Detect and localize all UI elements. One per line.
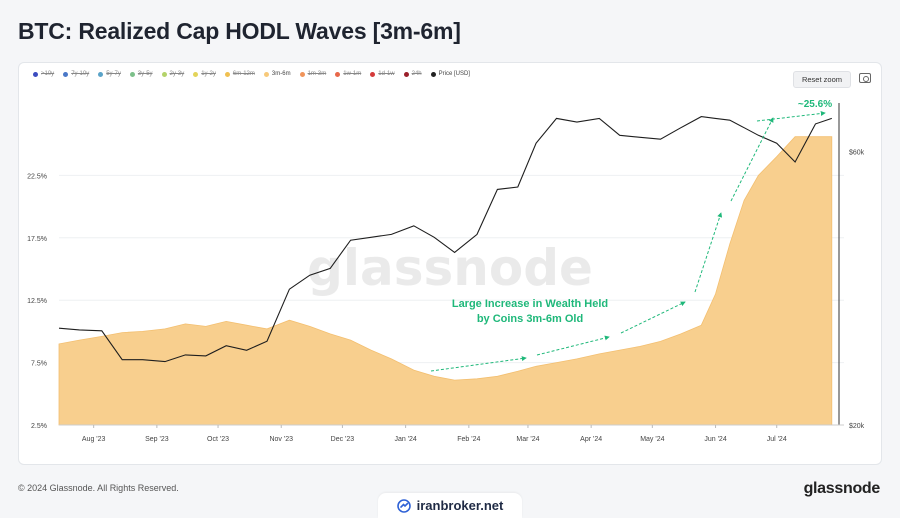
- legend-item-0[interactable]: >10y: [33, 71, 54, 77]
- legend-item-4[interactable]: 2y-3y: [161, 71, 185, 77]
- legend-label: 2y-3y: [169, 71, 185, 77]
- annotation-arrow: [756, 111, 826, 122]
- legend-label: 5y-7y: [106, 71, 121, 77]
- series-line-price: [58, 116, 832, 363]
- legend-item-5[interactable]: 1y-2y: [193, 71, 216, 77]
- broker-name: iranbroker.net: [416, 498, 504, 513]
- annotation-text-line: Large Increase in Wealth Held: [452, 298, 608, 310]
- annotation-arrow: [730, 117, 774, 202]
- legend-label: 1y-2y: [201, 71, 216, 77]
- broker-badge[interactable]: iranbroker.net: [378, 493, 522, 518]
- broker-logo-icon: [396, 498, 411, 513]
- legend-dot: [98, 71, 104, 77]
- legend-item-9[interactable]: 1w-1m: [335, 71, 361, 77]
- x-tick-label: Jun '24: [704, 436, 726, 443]
- legend-item-6[interactable]: 6m-12m: [224, 71, 255, 77]
- x-tick-label: Apr '24: [580, 436, 602, 443]
- chart-panel: >10y 7y-10y 5y-7y 3y-5y 2y-3y 1y-2y 6m-12m 3m-6…: [18, 62, 882, 465]
- footer-brand-logo: glassnode: [803, 480, 881, 497]
- x-tick-label: Jan '24: [394, 436, 416, 443]
- legend-item-3[interactable]: 3y-5y: [129, 71, 153, 77]
- legend-dot: [129, 71, 135, 77]
- legend-item-8[interactable]: 1m-3m: [299, 71, 327, 77]
- x-tick-label: Aug '23: [82, 436, 106, 443]
- legend-dot: [161, 71, 167, 77]
- x-tick-label: Mar '24: [516, 436, 539, 443]
- legend-dot: [370, 71, 376, 77]
- x-tick-label: Feb '24: [457, 436, 480, 443]
- annotation-text-line: by Coins 3m-6m Old: [477, 313, 583, 325]
- legend-dot: [193, 71, 199, 77]
- annotation-arrow: [694, 212, 723, 293]
- legend-dot: [335, 71, 341, 77]
- y-right-tick-label: $60k: [849, 149, 865, 156]
- legend-label: 1m-3m: [307, 71, 327, 77]
- legend-dot: [403, 71, 409, 77]
- x-tick-label: Nov '23: [269, 436, 293, 443]
- y-left-tick-label: 17.5%: [27, 236, 47, 243]
- series-area-3m-6m: [58, 136, 833, 426]
- legend-item-7[interactable]: 3m-6m: [263, 71, 291, 77]
- legend-label: 7y-10y: [71, 71, 90, 77]
- legend-item-10[interactable]: 1d-1w: [370, 71, 395, 77]
- annotation-arrow: [536, 335, 610, 356]
- legend-label: 6m-12m: [232, 71, 255, 77]
- chart-legend: >10y 7y-10y 5y-7y 3y-5y 2y-3y 1y-2y 6m-12m 3m-6…: [33, 71, 479, 77]
- camera-icon[interactable]: [859, 73, 871, 83]
- x-tick-label: Sep '23: [145, 436, 169, 443]
- legend-item-2[interactable]: 5y-7y: [98, 71, 121, 77]
- annotation-arrow: [430, 356, 527, 372]
- legend-dot: [33, 71, 38, 77]
- y-left-tick-label: 22.5%: [27, 173, 47, 180]
- y-left-tick-label: 7.5%: [31, 361, 47, 368]
- y-right-tick-label: $20k: [849, 423, 865, 430]
- x-tick-label: Oct '23: [207, 436, 229, 443]
- footer-copyright: © 2024 Glassnode. All Rights Reserved.: [18, 483, 179, 493]
- page-title: BTC: Realized Cap HODL Waves [3m-6m]: [18, 18, 461, 44]
- hodl-waves-chart: 2.5% 7.5% 12.5% 17.5% 22.5% glassnode $20k $60k…: [27, 99, 865, 443]
- annotation-value: ~25.6%: [798, 99, 832, 110]
- legend-label: 1d-1w: [378, 71, 395, 77]
- annotation-arrow: [620, 301, 686, 334]
- y-left-tick-label: 12.5%: [27, 298, 47, 305]
- legend-dot: [224, 71, 230, 77]
- legend-dot: [299, 71, 305, 77]
- x-tick-label: Jul '24: [767, 436, 787, 443]
- legend-label: 24h: [411, 71, 422, 77]
- y-left-tick-label: 2.5%: [31, 423, 47, 430]
- legend-label: >10y: [41, 71, 55, 77]
- legend-dot: [263, 71, 269, 77]
- watermark: glassnode: [307, 239, 593, 297]
- legend-item-11[interactable]: 24h: [403, 71, 422, 77]
- legend-dot: [63, 71, 69, 77]
- legend-label: Price [USD]: [438, 71, 470, 77]
- x-tick-label: Dec '23: [331, 436, 355, 443]
- legend-dot: [430, 71, 436, 77]
- x-tick-label: May '24: [640, 436, 664, 443]
- legend-label: 3m-6m: [271, 71, 291, 77]
- reset-zoom-button[interactable]: Reset zoom: [792, 71, 851, 88]
- legend-label: 1w-1m: [343, 71, 362, 77]
- legend-item-1[interactable]: 7y-10y: [63, 71, 89, 77]
- legend-label: 3y-5y: [137, 71, 153, 77]
- legend-item-12[interactable]: Price [USD]: [430, 71, 470, 77]
